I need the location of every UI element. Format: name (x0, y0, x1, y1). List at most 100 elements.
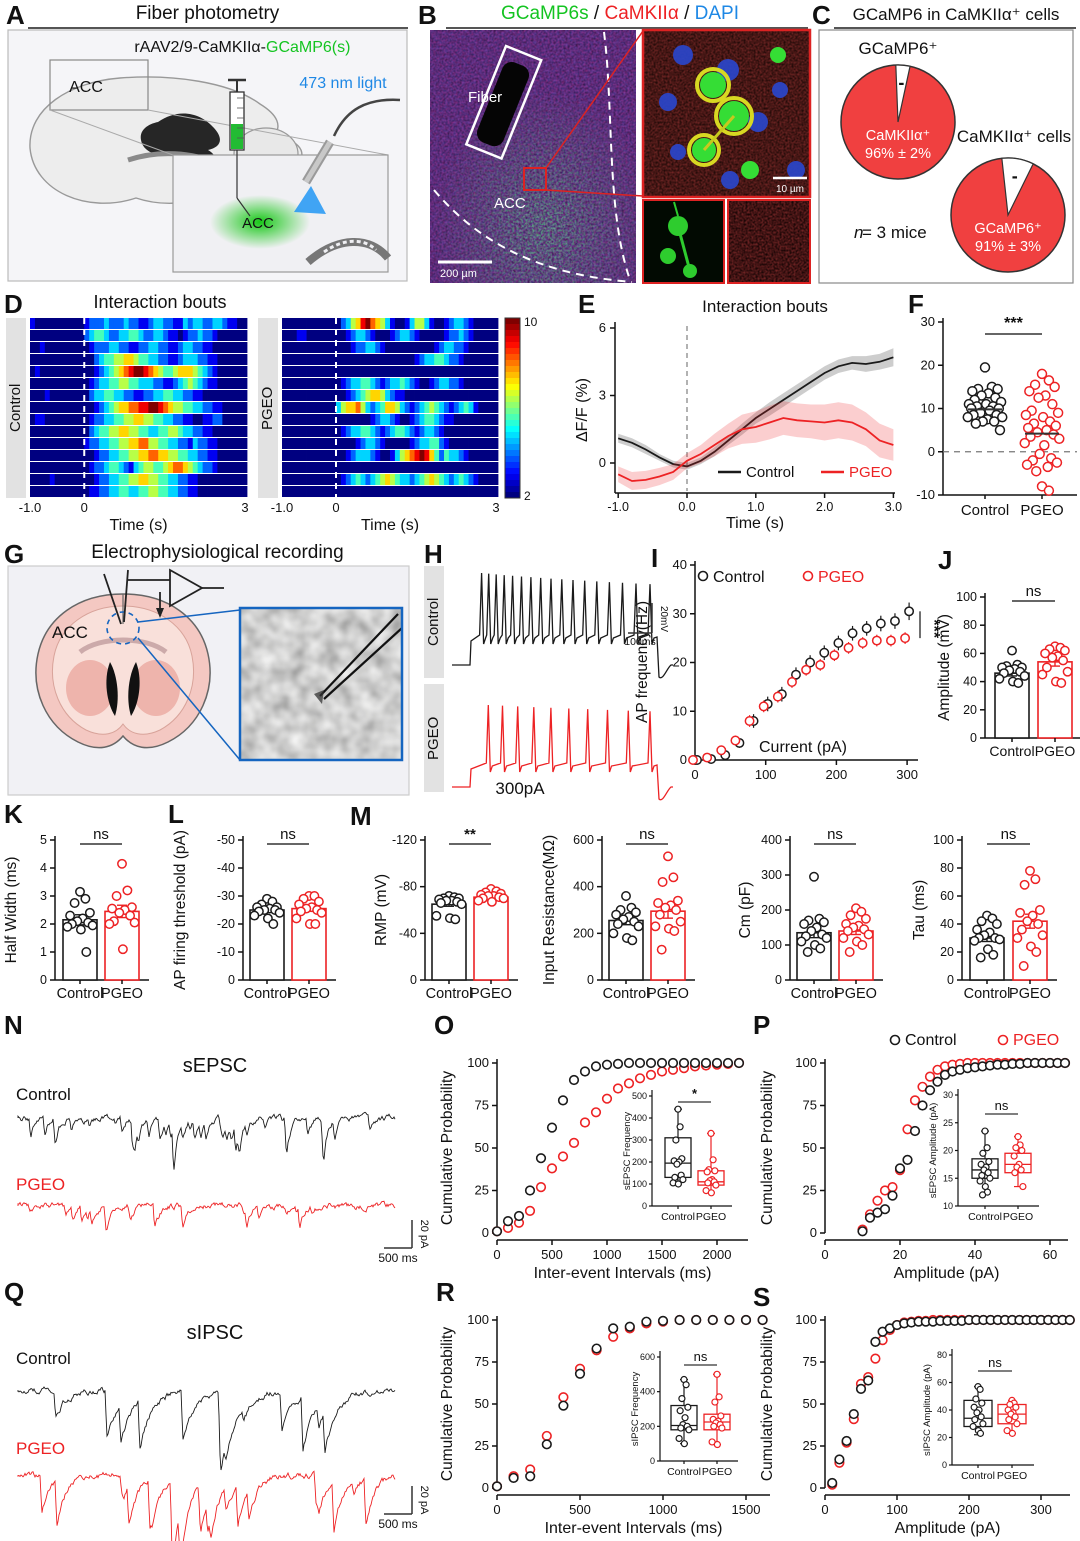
svg-text:20: 20 (963, 703, 977, 717)
svg-text:Control: Control (961, 1470, 995, 1482)
svg-text:50: 50 (803, 1396, 817, 1411)
svg-text:Half Width (ms): Half Width (ms) (3, 857, 20, 964)
svg-text:Cumulative Probability: Cumulative Probability (759, 1071, 776, 1225)
svg-text:3.0: 3.0 (885, 500, 902, 514)
svg-text:-120: -120 (392, 833, 417, 847)
panel-letter-f: F (908, 289, 924, 319)
svg-text:6: 6 (599, 320, 606, 335)
svg-text:0: 0 (493, 1502, 500, 1517)
panel-b-title-camk: CaMKIIα (604, 3, 679, 24)
svg-text:Inter-event Intervals (ms): Inter-event Intervals (ms) (534, 1265, 712, 1282)
svg-text:400: 400 (761, 833, 782, 847)
svg-text:ACC: ACC (69, 79, 103, 96)
svg-text:20: 20 (673, 655, 687, 670)
svg-text:PGEO: PGEO (647, 986, 689, 1002)
svg-text:Control: Control (603, 986, 650, 1002)
svg-text:100: 100 (956, 590, 977, 604)
panel-b-title: GCaMP6s / CaMKIIα / DAPI (450, 3, 790, 25)
trace-h-pgeo-label: PGEO (425, 716, 442, 760)
svg-text:Tau (ms): Tau (ms) (911, 880, 928, 940)
svg-text:100: 100 (761, 938, 782, 952)
svg-text:rAAV2/9-CaMKIIα-: rAAV2/9-CaMKIIα- (134, 39, 266, 56)
svg-text:0: 0 (810, 1480, 817, 1495)
panel-letter-q: Q (4, 1277, 25, 1307)
svg-text:100: 100 (467, 1312, 489, 1327)
panel-letter-m: M (350, 801, 372, 831)
svg-text:GCaMP6⁺: GCaMP6⁺ (859, 39, 938, 58)
svg-text:10: 10 (921, 401, 935, 416)
svg-text:*: * (692, 1086, 698, 1101)
svg-text:Control: Control (661, 1211, 695, 1223)
svg-text:Time (s): Time (s) (361, 517, 419, 534)
svg-text:2: 2 (524, 489, 531, 503)
svg-text:Cumulative Probability: Cumulative Probability (759, 1327, 776, 1481)
svg-text:Time (s): Time (s) (726, 515, 784, 532)
svg-text:PGEO: PGEO (849, 464, 892, 481)
svg-text:Amplitude (pA): Amplitude (pA) (895, 1520, 1001, 1537)
svg-text:20: 20 (893, 1247, 907, 1262)
svg-text:ns: ns (995, 1098, 1009, 1113)
svg-text:2000: 2000 (703, 1247, 732, 1262)
svg-text:0: 0 (587, 973, 594, 987)
panel-letter-i: I (651, 543, 659, 573)
svg-text:20 pA: 20 pA (418, 1220, 430, 1249)
svg-text:ACC: ACC (52, 623, 88, 642)
svg-text:50: 50 (475, 1140, 489, 1155)
svg-text:25: 25 (803, 1183, 817, 1198)
svg-text:Cm (pF): Cm (pF) (737, 882, 754, 939)
svg-text:1: 1 (40, 945, 47, 959)
svg-text:0: 0 (821, 1502, 828, 1517)
svg-text:sEPSC Amplitude (pA): sEPSC Amplitude (pA) (928, 1103, 939, 1199)
svg-text:25: 25 (943, 1118, 953, 1128)
svg-text:n: n (854, 223, 863, 242)
svg-text:0: 0 (691, 767, 698, 782)
svg-text:PGEO: PGEO (101, 986, 143, 1002)
svg-text:-40: -40 (217, 861, 235, 875)
svg-text:75: 75 (803, 1098, 817, 1113)
panel-letter-b: B (418, 0, 437, 30)
svg-text:Cumulative Probability: Cumulative Probability (439, 1327, 456, 1481)
svg-text:200: 200 (573, 926, 594, 940)
panel-e-title: Interaction bouts (702, 297, 828, 316)
chart-I: 0 10 20 30 40 0 100 200 300 Current (pA) AP freque… (634, 557, 942, 782)
sipsc-pgeo-label: PGEO (16, 1439, 66, 1458)
svg-text:40: 40 (963, 675, 977, 689)
svg-text:300: 300 (761, 868, 782, 882)
svg-text:0: 0 (942, 1460, 947, 1470)
svg-text:100: 100 (755, 767, 777, 782)
svg-text:AP frequency(Hz): AP frequency(Hz) (634, 601, 651, 723)
svg-text:***: *** (1004, 315, 1023, 332)
svg-text:40: 40 (940, 917, 954, 931)
svg-text:ACC: ACC (242, 215, 274, 232)
svg-text:1500: 1500 (648, 1247, 677, 1262)
svg-text:Amplitude (pA): Amplitude (pA) (894, 1265, 1000, 1282)
svg-text:0: 0 (821, 1247, 828, 1262)
svg-text:Time (s): Time (s) (109, 517, 167, 534)
svg-text:0: 0 (650, 1456, 655, 1466)
svg-text:1000: 1000 (593, 1247, 622, 1262)
svg-text:ns: ns (694, 1349, 708, 1364)
svg-text:25: 25 (803, 1438, 817, 1453)
svg-text:Control: Control (426, 986, 473, 1002)
svg-text:91% ± 3%: 91% ± 3% (975, 239, 1041, 255)
svg-text:PGEO: PGEO (1035, 743, 1076, 759)
svg-text:Control: Control (746, 464, 794, 481)
svg-text:0: 0 (599, 455, 606, 470)
svg-text:Inter-event Intervals (ms): Inter-event Intervals (ms) (545, 1520, 723, 1537)
svg-text:10 µm: 10 µm (776, 184, 804, 195)
svg-text:20 pA: 20 pA (418, 1486, 430, 1515)
svg-text:Control: Control (905, 1032, 957, 1049)
panel-b-title-sep1: / (588, 3, 605, 24)
svg-text:5: 5 (40, 833, 47, 847)
svg-text:60: 60 (937, 1378, 947, 1388)
svg-text:20: 20 (943, 1146, 953, 1156)
svg-text:75: 75 (475, 1098, 489, 1113)
svg-text:40: 40 (673, 557, 687, 572)
svg-text:Fiber: Fiber (468, 89, 502, 106)
